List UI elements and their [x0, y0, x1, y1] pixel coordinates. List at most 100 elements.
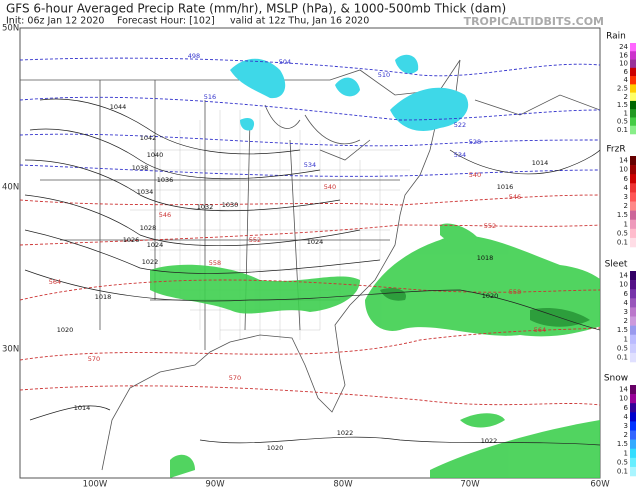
thickness-label: 522	[454, 121, 466, 129]
legend-label: 0.5	[617, 458, 628, 466]
legend-swatch	[630, 448, 636, 459]
legend-label: 6	[624, 175, 629, 183]
legend-title: Rain	[606, 32, 626, 42]
legend-swatch	[630, 280, 636, 290]
legend-label: 1	[624, 220, 628, 228]
legend-label: 2	[624, 93, 628, 101]
isobar-label: 1036	[157, 176, 174, 184]
legend-swatch	[630, 165, 636, 175]
axis-labels: 50N 40N 30N 100W 90W 80W 70W 60W	[2, 24, 610, 489]
thickness-label: 510	[378, 71, 390, 79]
legend-swatch	[630, 403, 636, 413]
legend-label: 0.1	[617, 353, 628, 361]
thickness-label: 528	[469, 138, 481, 146]
isobar-label: 1016	[497, 183, 514, 191]
lon-label: 80W	[333, 480, 353, 489]
isobar-label: 1026	[123, 236, 140, 244]
legend-label: 1.5	[617, 326, 628, 334]
legend-swatch	[630, 457, 636, 468]
legend-swatch	[630, 174, 636, 184]
legend-swatch	[630, 298, 636, 308]
thickness-label: 570	[229, 374, 241, 382]
isobars	[24, 98, 600, 446]
legend-label: 0.1	[617, 126, 628, 134]
legend-label: 10	[619, 395, 628, 403]
legend-label: 0.1	[617, 238, 628, 246]
legend-swatch	[630, 412, 636, 422]
legend-swatch	[630, 237, 636, 248]
thickness-label: 564	[534, 326, 546, 334]
isobar-label: 1020	[482, 292, 499, 300]
legend-swatch	[630, 316, 636, 326]
legend-label: 1.5	[617, 101, 628, 109]
thickness-label: 504	[279, 58, 291, 66]
legend-swatch	[630, 343, 636, 354]
legend-swatch	[630, 325, 636, 335]
lon-label: 60W	[590, 480, 610, 489]
legend-swatch	[630, 43, 636, 52]
legend-swatch	[630, 125, 636, 135]
thickness-label: 534	[304, 161, 316, 169]
legend-swatch	[630, 385, 636, 395]
legend-swatch	[630, 183, 636, 193]
legend-label: 4	[624, 184, 629, 192]
legend-label: 2	[624, 431, 628, 439]
legend-swatch	[630, 59, 636, 69]
isobar-label: 1022	[481, 437, 498, 445]
legend-swatch	[630, 210, 636, 220]
isobar-label: 1034	[137, 188, 154, 196]
legend-swatch	[630, 334, 636, 345]
legend-swatch	[630, 192, 636, 202]
isobar-label: 1024	[307, 238, 324, 246]
thickness-label: 546	[509, 193, 521, 201]
legend-swatch	[630, 289, 636, 299]
legend-swatch	[630, 51, 636, 60]
legend-swatch	[630, 430, 636, 440]
thickness-label: 558	[209, 259, 221, 267]
thickness-label: 516	[204, 93, 216, 101]
isobar-label: 1014	[74, 404, 91, 412]
isobar-label: 1014	[532, 159, 549, 167]
legend-label: 4	[624, 299, 629, 307]
thickness-label: 558	[509, 288, 521, 296]
thickness-label: 552	[484, 222, 496, 230]
legend-label: 0.1	[617, 467, 628, 475]
legend-swatch	[630, 271, 636, 281]
isobar-label: 1020	[267, 444, 284, 452]
thickness-label: 564	[49, 278, 61, 286]
legend-label: 4	[624, 413, 629, 421]
legend-label: 10	[619, 166, 628, 174]
legend-label: 0.5	[617, 344, 628, 352]
legend-label: 14	[619, 157, 628, 165]
legend-label: 10	[619, 281, 628, 289]
legend-label: 10	[619, 60, 628, 68]
thickness-label: 540	[324, 183, 336, 191]
thickness-label: 552	[249, 236, 261, 244]
legend-swatch	[630, 156, 636, 166]
lat-label: 40N	[2, 183, 19, 193]
isobar-label: 1018	[95, 293, 112, 301]
init-time: Init: 06z Jan 12 2020	[6, 16, 104, 27]
lon-label: 100W	[83, 480, 108, 489]
legend-label: 2	[624, 202, 628, 210]
isobar-label: 1032	[197, 203, 214, 211]
isobar-label: 1024	[147, 241, 164, 249]
legend-label: 1	[624, 449, 628, 457]
isobar-label: 1030	[222, 201, 239, 209]
legend-title: Sleet	[605, 260, 628, 270]
legend-swatch	[630, 307, 636, 317]
legend-swatch	[630, 219, 636, 230]
legend-label: 16	[619, 51, 628, 59]
lon-label: 90W	[205, 480, 225, 489]
legend-swatch	[630, 100, 636, 110]
legend-swatch	[630, 84, 636, 93]
lat-label: 50N	[2, 24, 19, 34]
legend-swatch	[630, 394, 636, 404]
map-title: GFS 6-hour Averaged Precip Rate (mm/hr),…	[6, 2, 506, 16]
legend-label: 0.5	[617, 229, 628, 237]
legend-title: Snow	[604, 374, 628, 384]
legend: Rain241610642.521.510.50.1FrzR141064321.…	[604, 32, 636, 477]
legend-label: 2.5	[617, 85, 628, 93]
legend-title: FrzR	[606, 145, 625, 155]
